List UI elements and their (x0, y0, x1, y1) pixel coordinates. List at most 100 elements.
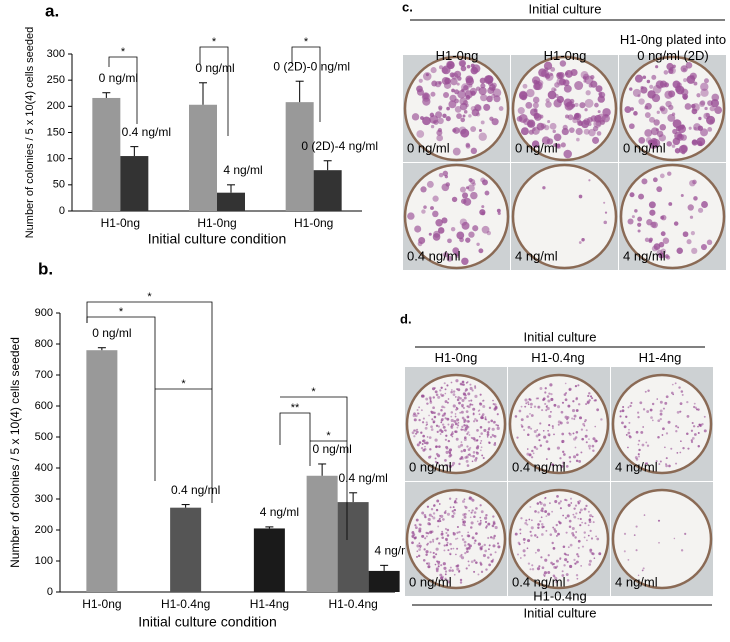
colony (539, 422, 542, 425)
colony (474, 394, 478, 398)
colony (579, 517, 582, 521)
colony (432, 540, 435, 543)
colony (593, 557, 596, 560)
colony (454, 106, 462, 113)
colony (657, 419, 661, 423)
colony (548, 414, 552, 418)
colony (536, 536, 539, 539)
error-bar (349, 492, 358, 503)
colony (469, 516, 472, 519)
colony (470, 66, 479, 75)
colony (659, 107, 664, 111)
colony (446, 384, 449, 387)
colony (435, 537, 439, 541)
colony (437, 454, 441, 458)
colony (574, 102, 579, 107)
colony (703, 112, 710, 120)
colony (496, 208, 501, 213)
column-headers: H1-0ng H1-0.4ng H1-4ng (405, 348, 711, 366)
colony (468, 400, 470, 402)
colony (634, 456, 638, 460)
colony (553, 575, 556, 578)
colony (522, 549, 526, 553)
colony (458, 126, 467, 135)
significance-star: * (311, 386, 316, 398)
colony (452, 512, 456, 515)
colony (589, 514, 593, 518)
colony (711, 93, 720, 102)
colony (638, 98, 645, 105)
colony (485, 526, 488, 529)
colony (635, 525, 638, 528)
colony (537, 526, 540, 529)
colony (470, 126, 477, 132)
colony (451, 72, 459, 80)
colony (553, 403, 557, 407)
colony (566, 418, 569, 421)
colony (641, 178, 648, 185)
colony (692, 405, 696, 409)
colony (478, 413, 481, 416)
colony (470, 191, 478, 200)
colony (561, 439, 565, 444)
colony (520, 127, 529, 136)
colony (443, 566, 447, 570)
colony (676, 451, 679, 454)
colony (579, 102, 586, 109)
colony (544, 558, 548, 562)
colony (554, 82, 560, 88)
colony (550, 392, 553, 396)
colony (471, 536, 475, 540)
colony (560, 142, 566, 148)
colony (598, 552, 602, 556)
colony (497, 545, 501, 549)
colony (444, 570, 448, 573)
colony (473, 542, 476, 545)
colony (572, 455, 577, 459)
colony (492, 434, 495, 437)
colony (542, 525, 545, 528)
colony (578, 499, 582, 503)
colony (638, 439, 641, 442)
colony (547, 571, 551, 575)
colony (530, 427, 533, 430)
colony (551, 427, 554, 430)
colony (442, 562, 446, 566)
colony (560, 410, 564, 414)
colony (418, 78, 423, 83)
colony (589, 395, 593, 398)
colony (454, 422, 458, 426)
colony (548, 424, 551, 427)
colony (450, 465, 452, 468)
colony (667, 171, 672, 176)
colony (574, 562, 577, 565)
colony (541, 510, 544, 513)
colony (472, 454, 475, 458)
colony (462, 520, 466, 524)
y-tick-label: 250 (47, 74, 65, 86)
column-header: H1-0ng (435, 48, 479, 63)
colony (549, 533, 553, 536)
colony (589, 550, 592, 553)
colony (437, 425, 441, 428)
colony (468, 114, 472, 118)
colony (575, 453, 579, 457)
colony (591, 444, 595, 448)
colony (550, 397, 554, 401)
colony (571, 531, 575, 535)
colony (478, 129, 482, 133)
colony (444, 527, 447, 531)
colony (577, 555, 580, 558)
colony (448, 497, 452, 500)
colony (448, 452, 452, 455)
colony (422, 116, 431, 126)
colony (441, 423, 445, 426)
colony (532, 96, 540, 104)
colony (576, 118, 582, 124)
well-label: 0 ng/ml (407, 140, 450, 155)
colony (637, 453, 640, 456)
plate-photo (508, 482, 610, 596)
colony (564, 69, 573, 78)
colony (461, 88, 465, 93)
column-header: H1-0.4ng (531, 350, 585, 365)
